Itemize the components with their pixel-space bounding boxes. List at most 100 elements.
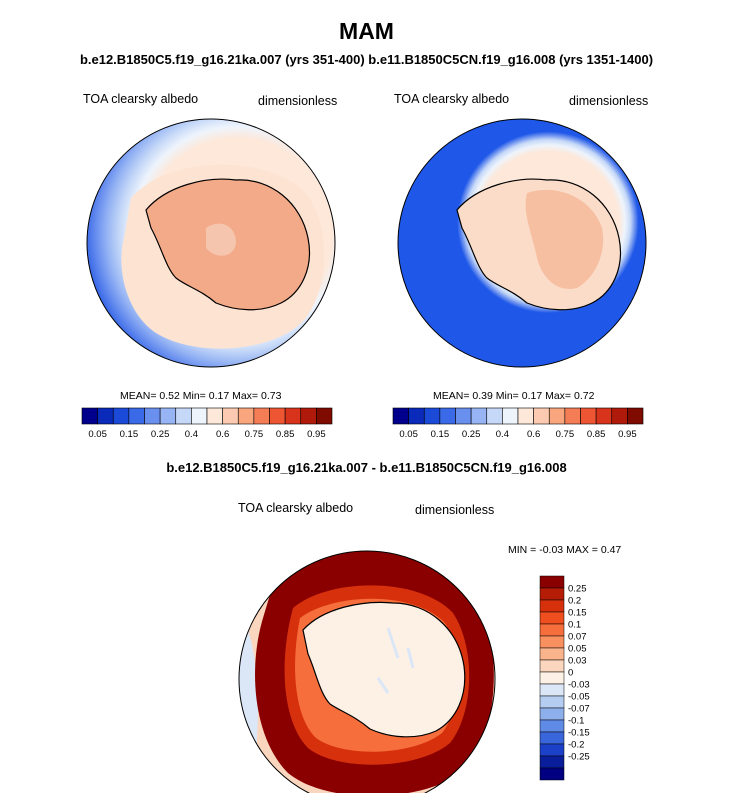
panel1-colorbar: 0.05 0.15 0.25 0.4 0.6 0.75 0.85 0.95 [81, 407, 333, 440]
panel1-max-value: 0.73 [260, 390, 282, 402]
panel2-colorbar: 0.05 0.15 0.25 0.4 0.6 0.75 0.85 0.95 [392, 407, 644, 440]
panel1-max-label: Max= [232, 390, 259, 402]
diff-units-label: dimensionless [415, 503, 495, 517]
panel1-colorbar-box [206, 407, 223, 425]
panel1-colorbar-box [159, 407, 177, 425]
diff-colorbar-box [539, 731, 565, 745]
diff-colorbar-box [539, 755, 565, 769]
panel2-min-value: 0.17 [521, 390, 543, 402]
panel1-colorbar-tick: 0.05 [88, 429, 107, 440]
panel1-colorbar-box [81, 407, 98, 425]
panel2-colorbar-tick: 0.05 [399, 429, 418, 440]
panel2-polar-map [397, 118, 647, 368]
panel2-variable-label: TOA clearsky albedo [394, 92, 510, 106]
panel2-colorbar-box [502, 407, 519, 425]
panel2-colorbar-tick: 0.15 [431, 429, 450, 440]
diff-colorbar-tick: 0.2 [568, 596, 581, 607]
panel2-colorbar-box [533, 407, 550, 425]
panel2-colorbar-tick: 0.85 [587, 429, 606, 440]
panel2-colorbar-box [627, 407, 644, 425]
panel2-max-value: 0.72 [573, 390, 595, 402]
diff-colorbar-tick: 0.15 [568, 608, 587, 619]
panel2-colorbar-box [408, 407, 425, 425]
panel2-colorbar-tick: 0.95 [618, 429, 637, 440]
diff-colorbar-tick: -0.2 [568, 740, 584, 751]
difference-title: b.e12.B1850C5.f19_g16.21ka.007 - b.e11.B… [166, 460, 567, 475]
diff-colorbar-box [539, 647, 565, 661]
panel1-colorbar-tick: 0.15 [120, 429, 139, 440]
panel1-min-label: Min= [182, 390, 206, 402]
panel2-colorbar-box [423, 407, 441, 425]
panel1-colorbar-tick: 0.95 [307, 429, 326, 440]
diff-colorbar-box [539, 743, 565, 757]
diff-colorbar-tick: -0.15 [568, 728, 590, 739]
panel1-colorbar-box [175, 407, 192, 425]
panel2-colorbar-box [580, 407, 597, 425]
diff-colorbar-tick: 0.05 [568, 644, 587, 655]
diff-variable-label: TOA clearsky albedo [238, 501, 354, 515]
panel1-variable-label: TOA clearsky albedo [83, 92, 199, 106]
panel1-polar-map [86, 118, 336, 368]
panel2-colorbar-box [486, 407, 503, 425]
panel2-colorbar-box [439, 407, 456, 425]
diff-colorbar-tick: -0.1 [568, 716, 584, 727]
diff-colorbar-tick: 0.07 [568, 632, 587, 643]
panel1-units-label: dimensionless [258, 94, 338, 108]
panel1-colorbar-tick: 0.4 [185, 429, 198, 440]
diff-colorbar-box [539, 635, 565, 649]
panel2-colorbar-box [392, 407, 409, 425]
panel2-colorbar-box [548, 407, 566, 425]
panel1-colorbar-box [316, 407, 333, 425]
panel2-max-label: Max= [545, 390, 572, 402]
panel1-colorbar-box [300, 407, 317, 425]
diff-colorbar-tick: 0.25 [568, 584, 587, 595]
panel1-colorbar-box [144, 407, 161, 425]
diff-min-value: -0.03 [539, 544, 564, 556]
difference-polar-map [238, 550, 496, 793]
panel1-colorbar-box [222, 407, 239, 425]
panel2-colorbar-box [564, 407, 581, 425]
diff-colorbar-box [539, 623, 565, 637]
panel2-colorbar-tick: 0.4 [496, 429, 509, 440]
diff-colorbar-box [539, 767, 565, 781]
diff-colorbar-box [539, 599, 565, 613]
panel2-colorbar-tick: 0.6 [527, 429, 540, 440]
diff-stats: MIN = -0.03 MAX = 0.47 [508, 544, 621, 556]
diff-colorbar-tick: 0.1 [568, 620, 581, 631]
panel1-colorbar-box [128, 407, 145, 425]
diff-colorbar-tick: -0.25 [568, 752, 590, 763]
panel2-colorbar-box [595, 407, 613, 425]
panel2-colorbar-box [517, 407, 534, 425]
difference-colorbar: 0.250.20.150.10.070.050.030-0.03-0.05-0.… [539, 575, 590, 781]
panel2-colorbar-tick: 0.75 [556, 429, 575, 440]
diff-colorbar-tick: 0 [568, 668, 573, 679]
panel1-colorbar-box [253, 407, 270, 425]
panel2-units-label: dimensionless [569, 94, 649, 108]
runs-title: b.e12.B1850C5.f19_g16.21ka.007 (yrs 351-… [79, 52, 654, 67]
panel1-mean-label: MEAN= [120, 390, 157, 402]
panel2-stats: MEAN= 0.39 Min= 0.17 Max= 0.72 [433, 390, 594, 402]
panel1-colorbar-tick: 0.85 [276, 429, 295, 440]
panel2-colorbar-box [455, 407, 472, 425]
diff-colorbar-tick: 0.03 [568, 656, 587, 667]
panel2-colorbar-box [611, 407, 628, 425]
panel1-colorbar-box [284, 407, 302, 425]
panel2-colorbar-tick: 0.25 [462, 429, 481, 440]
panel1-colorbar-box [112, 407, 130, 425]
panel1-colorbar-box [97, 407, 114, 425]
panel1-colorbar-box [269, 407, 286, 425]
diff-colorbar-tick: -0.07 [568, 704, 590, 715]
panel1-colorbar-box [237, 407, 255, 425]
diff-colorbar-box [539, 683, 565, 697]
panel1-min-value: 0.17 [208, 390, 230, 402]
panel2-mean-label: MEAN= [433, 390, 470, 402]
panel1-colorbar-tick: 0.6 [216, 429, 229, 440]
panel1-stats: MEAN= 0.52 Min= 0.17 Max= 0.73 [120, 390, 281, 402]
diff-colorbar-tick: -0.03 [568, 680, 590, 691]
diff-colorbar-box [539, 671, 565, 685]
diff-min-label: MIN = [508, 544, 537, 556]
diff-max-value: 0.47 [600, 544, 622, 556]
panel1-colorbar-tick: 0.75 [245, 429, 264, 440]
panel2-min-label: Min= [495, 390, 519, 402]
diff-colorbar-box [539, 611, 565, 625]
